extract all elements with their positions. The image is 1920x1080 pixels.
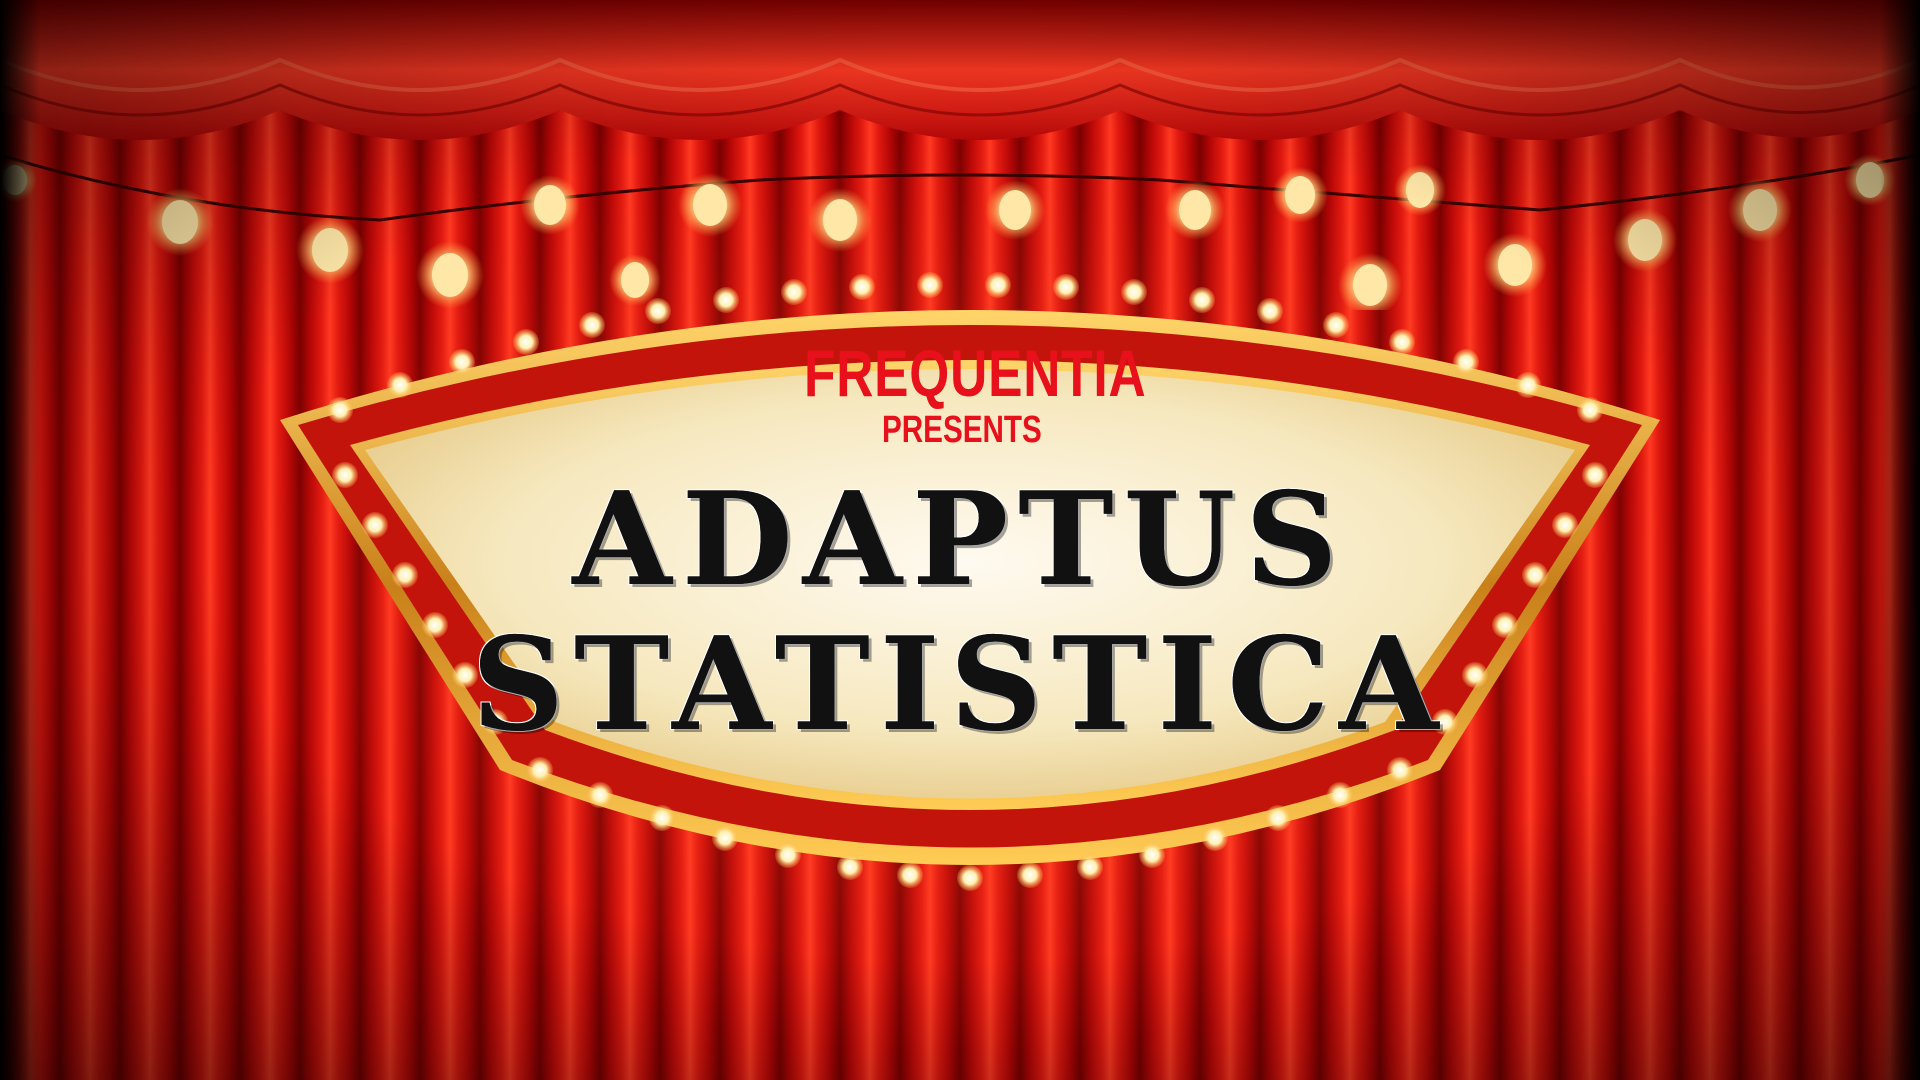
light-bulb	[1272, 167, 1328, 223]
curtain-valance	[0, 0, 1920, 140]
light-bulb	[1394, 164, 1446, 216]
light-bulb	[678, 173, 742, 237]
light-bulb	[520, 175, 580, 235]
marquee-sign	[280, 272, 1660, 891]
light-bulb	[146, 188, 214, 256]
light-bulb	[1728, 178, 1792, 242]
light-bulb	[1165, 180, 1225, 240]
light-bulb	[985, 180, 1045, 240]
light-bulb	[808, 188, 872, 252]
left-edge-shadow	[0, 0, 40, 1080]
right-edge-shadow	[1880, 0, 1920, 1080]
